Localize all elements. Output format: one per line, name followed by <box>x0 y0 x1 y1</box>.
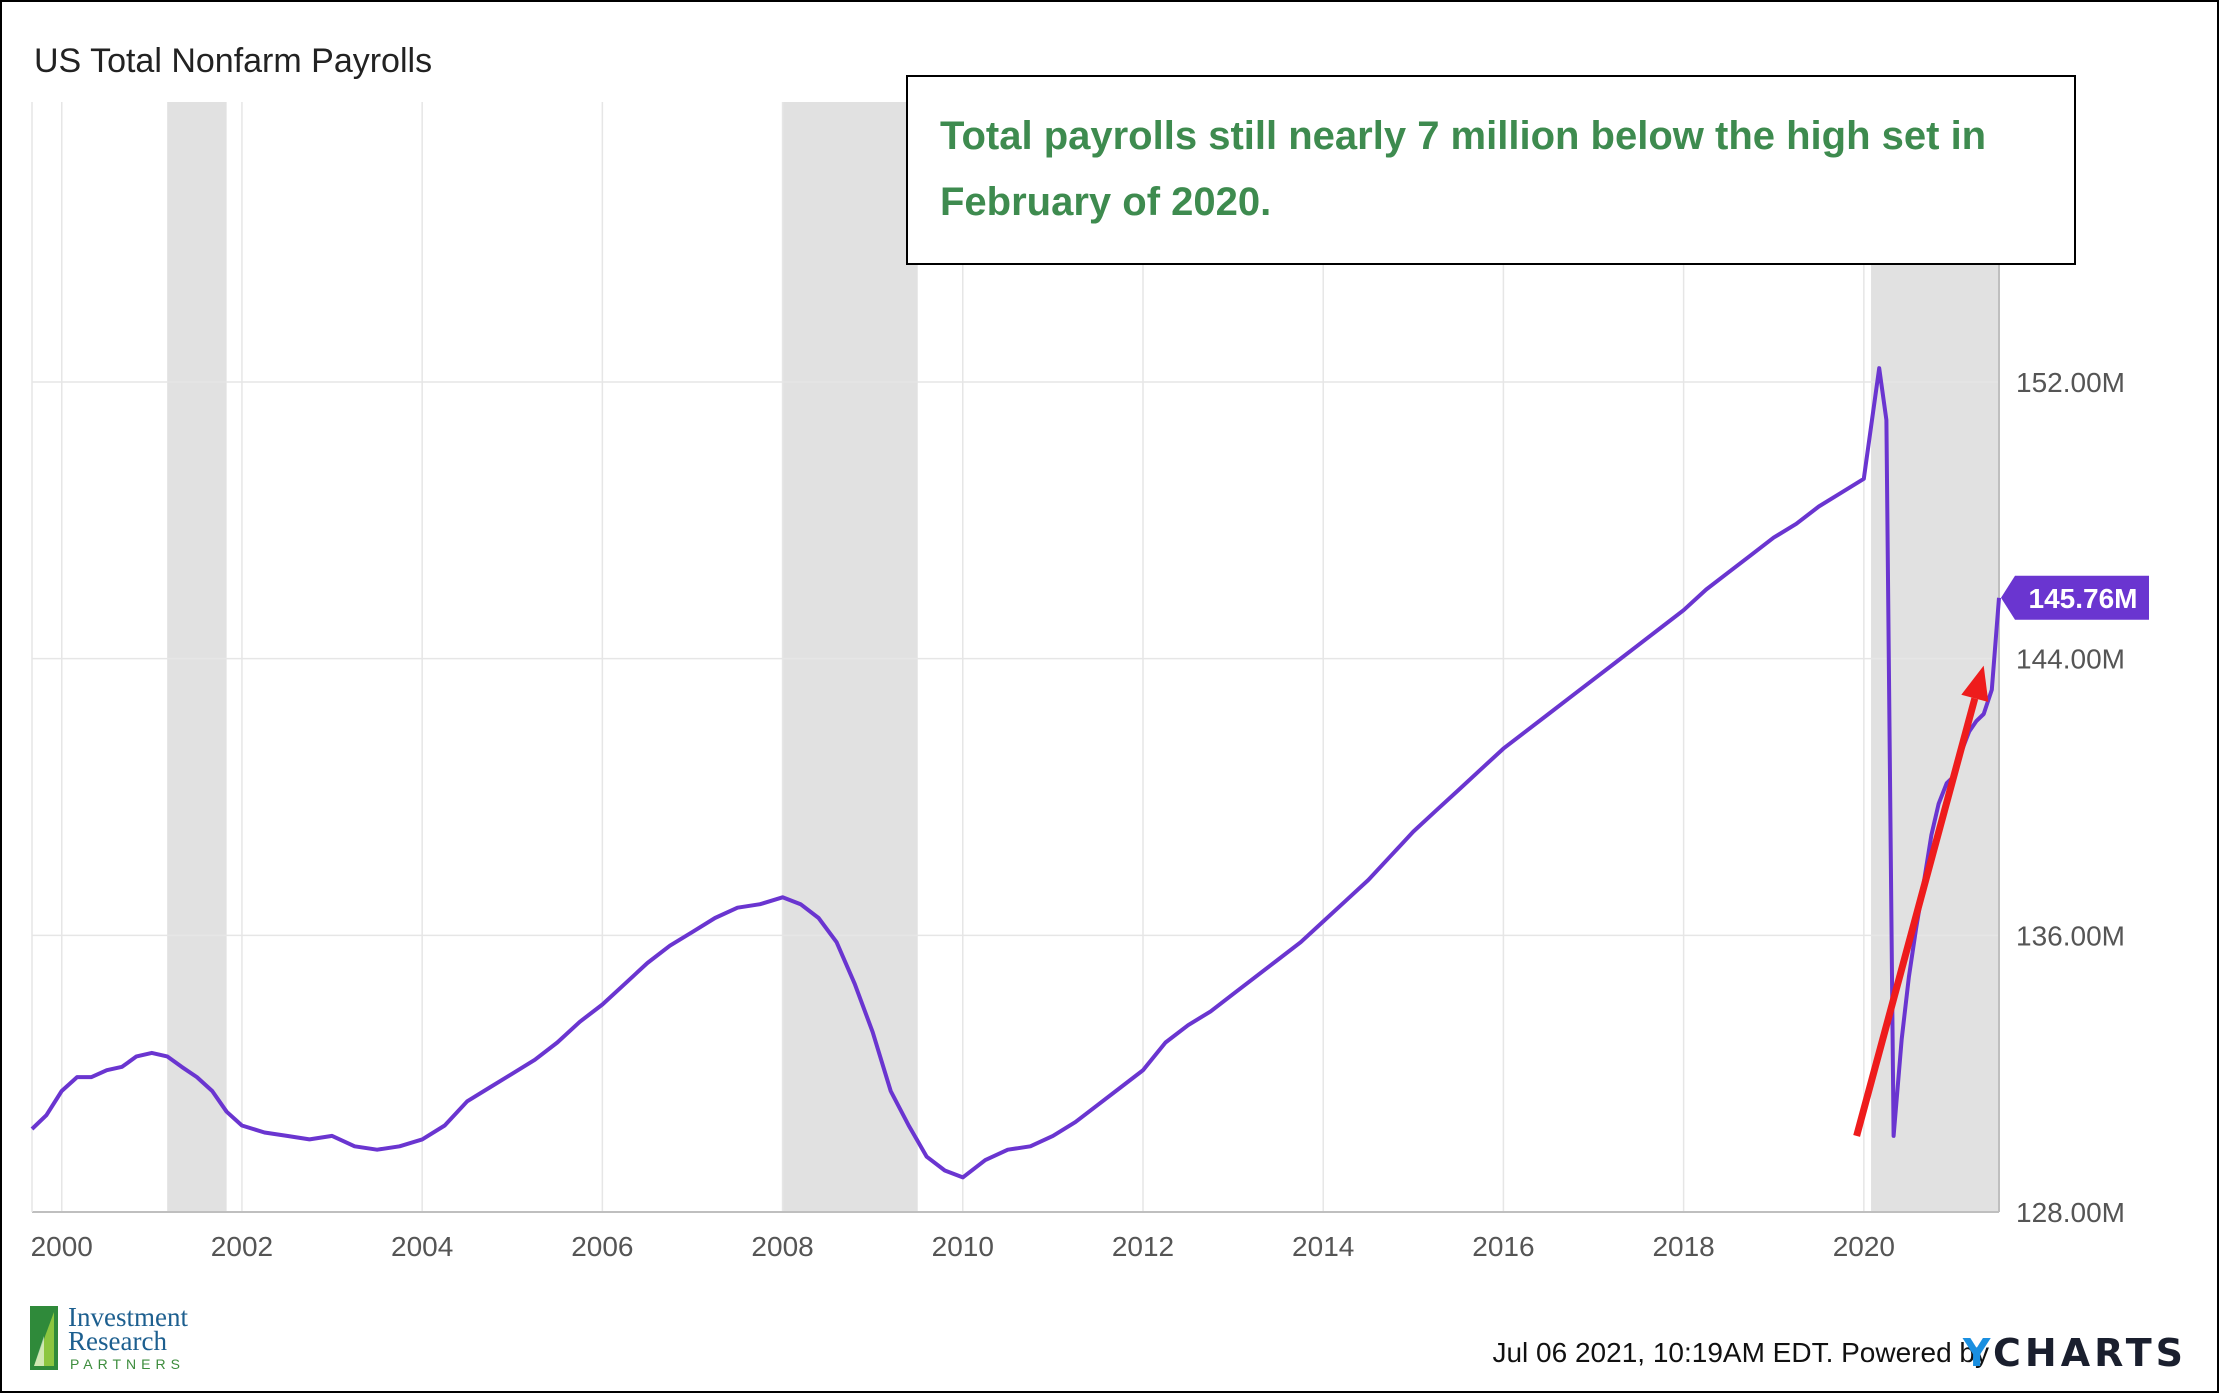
x-tick-label: 2010 <box>932 1231 994 1262</box>
arrow-head <box>1961 665 1989 703</box>
x-tick-label: 2000 <box>31 1231 93 1262</box>
x-tick-label: 2014 <box>1292 1231 1354 1262</box>
x-tick-label: 2002 <box>211 1231 273 1262</box>
x-tick-label: 2018 <box>1652 1231 1714 1262</box>
leaf-icon <box>30 1306 58 1370</box>
investment-research-partners-logo: Investment Research PARTNERS <box>30 1304 250 1374</box>
recession-band <box>167 102 227 1212</box>
series-lines <box>30 366 2001 1180</box>
callout-text: Total payrolls still nearly 7 million be… <box>940 114 1987 224</box>
arrow-shaft <box>1853 697 1979 1137</box>
x-tick-label: 2004 <box>391 1231 453 1262</box>
x-tick-label: 2006 <box>571 1231 633 1262</box>
x-tick-label: 2012 <box>1112 1231 1174 1262</box>
x-tick-label: 2016 <box>1472 1231 1534 1262</box>
trend-arrow <box>1853 665 1989 1137</box>
y-tick-label: 144.00M <box>2016 644 2125 675</box>
footer-timestamp: Jul 06 2021, 10:19AM EDT. Powered by <box>1492 1337 1989 1368</box>
x-tick-labels: 2000 2002 2004 2006 2008 2010 2012 2014 2016 2018… <box>31 1231 1895 1262</box>
logo-text-partners: PARTNERS <box>70 1356 185 1372</box>
last-value-label: 145.76M <box>2001 575 2149 620</box>
ycharts-logo-rest: CHARTS <box>1993 1331 2187 1375</box>
recession-shading <box>167 102 1999 1212</box>
last-value-badge <box>2001 575 2149 620</box>
grid-lines <box>32 102 1999 1213</box>
axes <box>31 102 2000 1213</box>
ycharts-logo-y: Y <box>1962 1331 1994 1375</box>
payrolls-line <box>30 366 2001 1180</box>
y-tick-label: 128.00M <box>2016 1197 2125 1228</box>
y-tick-label: 136.00M <box>2016 920 2125 951</box>
logo-text-research: Research <box>68 1326 167 1356</box>
last-value-text: 145.76M <box>2029 583 2138 614</box>
chart-title: US Total Nonfarm Payrolls <box>34 42 433 80</box>
x-tick-label: 2008 <box>751 1231 813 1262</box>
y-tick-labels: 152.00M 144.00M 136.00M 128.00M <box>2016 367 2125 1228</box>
ycharts-logo[interactable]: YCHARTS <box>1963 1331 2187 1375</box>
annotation-callout: Total payrolls still nearly 7 million be… <box>906 75 2076 265</box>
recession-band <box>782 102 918 1212</box>
y-tick-label: 152.00M <box>2016 367 2125 398</box>
logo-text-investment: Investment <box>68 1302 188 1332</box>
x-tick-label: 2020 <box>1833 1231 1895 1262</box>
